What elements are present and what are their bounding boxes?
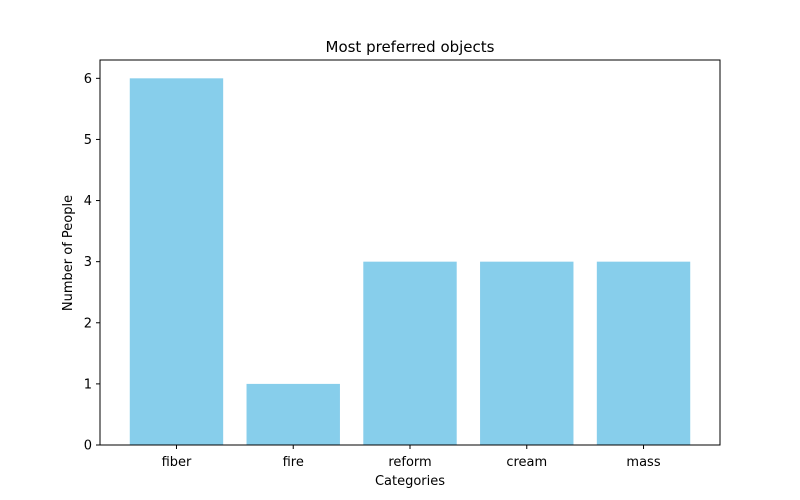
y-tick-label: 6	[84, 72, 92, 87]
bar-fiber	[129, 78, 224, 445]
y-tick-label: 2	[84, 316, 92, 331]
bar-mass	[596, 261, 691, 445]
x-tick-label-reform: reform	[388, 455, 431, 470]
x-axis-title: Categories	[375, 474, 445, 489]
y-tick-label: 1	[84, 377, 92, 392]
y-tick-label: 5	[84, 133, 92, 148]
x-tick-label-cream: cream	[506, 455, 547, 470]
bars-group	[129, 78, 691, 445]
y-axis-ticks: 0 1 2 3 4 5 6	[84, 72, 100, 454]
x-axis-ticks: fiber fire reform cream mass	[162, 445, 661, 470]
bar-cream	[480, 261, 574, 445]
y-tick-label: 0	[84, 439, 92, 454]
bar-fire	[246, 383, 340, 445]
y-axis-title: Number of People	[61, 195, 76, 311]
x-tick-label-fire: fire	[283, 455, 304, 470]
y-tick-label: 4	[84, 194, 92, 209]
x-tick-label-fiber: fiber	[162, 455, 192, 470]
y-tick-label: 3	[84, 255, 92, 270]
bar-reform	[363, 261, 457, 445]
x-tick-label-mass: mass	[626, 455, 660, 470]
plot-area-frame	[99, 59, 721, 446]
chart-title: Most preferred objects	[326, 38, 495, 56]
